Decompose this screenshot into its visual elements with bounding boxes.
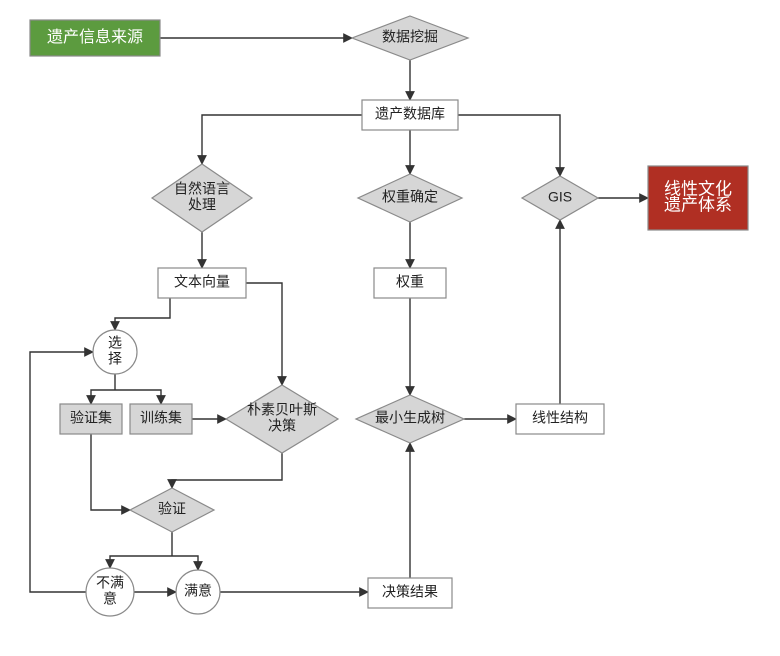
edges bbox=[30, 38, 648, 592]
node-source: 遗产信息来源 bbox=[30, 20, 160, 56]
node-trainset: 训练集 bbox=[130, 404, 192, 434]
edge bbox=[172, 556, 198, 570]
edge bbox=[110, 556, 172, 568]
edge bbox=[458, 115, 560, 176]
node-label: 意 bbox=[103, 591, 117, 607]
node-linear: 线性结构 bbox=[516, 404, 604, 434]
node-mst: 最小生成树 bbox=[356, 395, 464, 443]
node-nlp: 自然语言处理 bbox=[152, 164, 252, 232]
node-valset: 验证集 bbox=[60, 404, 122, 434]
node-label: 权重 bbox=[396, 274, 424, 290]
edge bbox=[30, 352, 93, 592]
node-database: 遗产数据库 bbox=[362, 100, 458, 130]
edge bbox=[115, 390, 161, 404]
node-textvec: 文本向量 bbox=[158, 268, 246, 298]
edge bbox=[246, 283, 282, 385]
node-label: 验证 bbox=[158, 501, 186, 517]
node-gis: GIS bbox=[522, 176, 598, 220]
node-label: 不满 bbox=[96, 575, 124, 591]
node-label: 满意 bbox=[184, 583, 212, 599]
flowchart: 遗产信息来源 数据挖掘遗产数据库自然语言处理 权重确定 GIS 线性文化遗产体系文本向量… bbox=[0, 0, 780, 656]
node-label: 择 bbox=[108, 351, 122, 367]
node-unsat: 不满意 bbox=[86, 568, 134, 616]
nodes: 遗产信息来源 数据挖掘遗产数据库自然语言处理 权重确定 GIS 线性文化遗产体系文本向量… bbox=[30, 16, 748, 616]
edge bbox=[115, 298, 170, 330]
node-label: 决策 bbox=[268, 418, 296, 434]
node-label: 选 bbox=[108, 335, 122, 351]
node-label: 处理 bbox=[188, 197, 216, 213]
node-weight: 权重 bbox=[374, 268, 446, 298]
node-result: 决策结果 bbox=[368, 578, 452, 608]
edge bbox=[202, 115, 362, 164]
node-bayes: 朴素贝叶斯决策 bbox=[226, 385, 338, 453]
edge bbox=[172, 453, 282, 488]
node-label: 数据挖掘 bbox=[382, 29, 438, 45]
node-label: 线性结构 bbox=[532, 410, 588, 426]
node-label: GIS bbox=[548, 189, 572, 205]
node-label: 文本向量 bbox=[174, 274, 230, 290]
edge bbox=[91, 434, 130, 510]
node-label: 决策结果 bbox=[382, 584, 438, 600]
node-label: 自然语言 bbox=[174, 181, 230, 197]
node-system: 线性文化遗产体系 bbox=[648, 166, 748, 230]
node-weight_det: 权重确定 bbox=[358, 174, 462, 222]
node-select: 选择 bbox=[93, 330, 137, 374]
node-label: 遗产体系 bbox=[664, 195, 732, 214]
node-label: 遗产数据库 bbox=[375, 106, 445, 122]
node-mining: 数据挖掘 bbox=[352, 16, 468, 60]
node-label: 训练集 bbox=[140, 410, 182, 426]
node-label: 朴素贝叶斯 bbox=[247, 402, 317, 418]
node-verify: 验证 bbox=[130, 488, 214, 532]
node-sat: 满意 bbox=[176, 570, 220, 614]
node-label: 验证集 bbox=[70, 410, 112, 426]
node-label: 最小生成树 bbox=[375, 410, 445, 426]
node-label: 遗产信息来源 bbox=[47, 28, 143, 46]
node-label: 权重确定 bbox=[382, 189, 438, 205]
edge bbox=[91, 390, 115, 404]
